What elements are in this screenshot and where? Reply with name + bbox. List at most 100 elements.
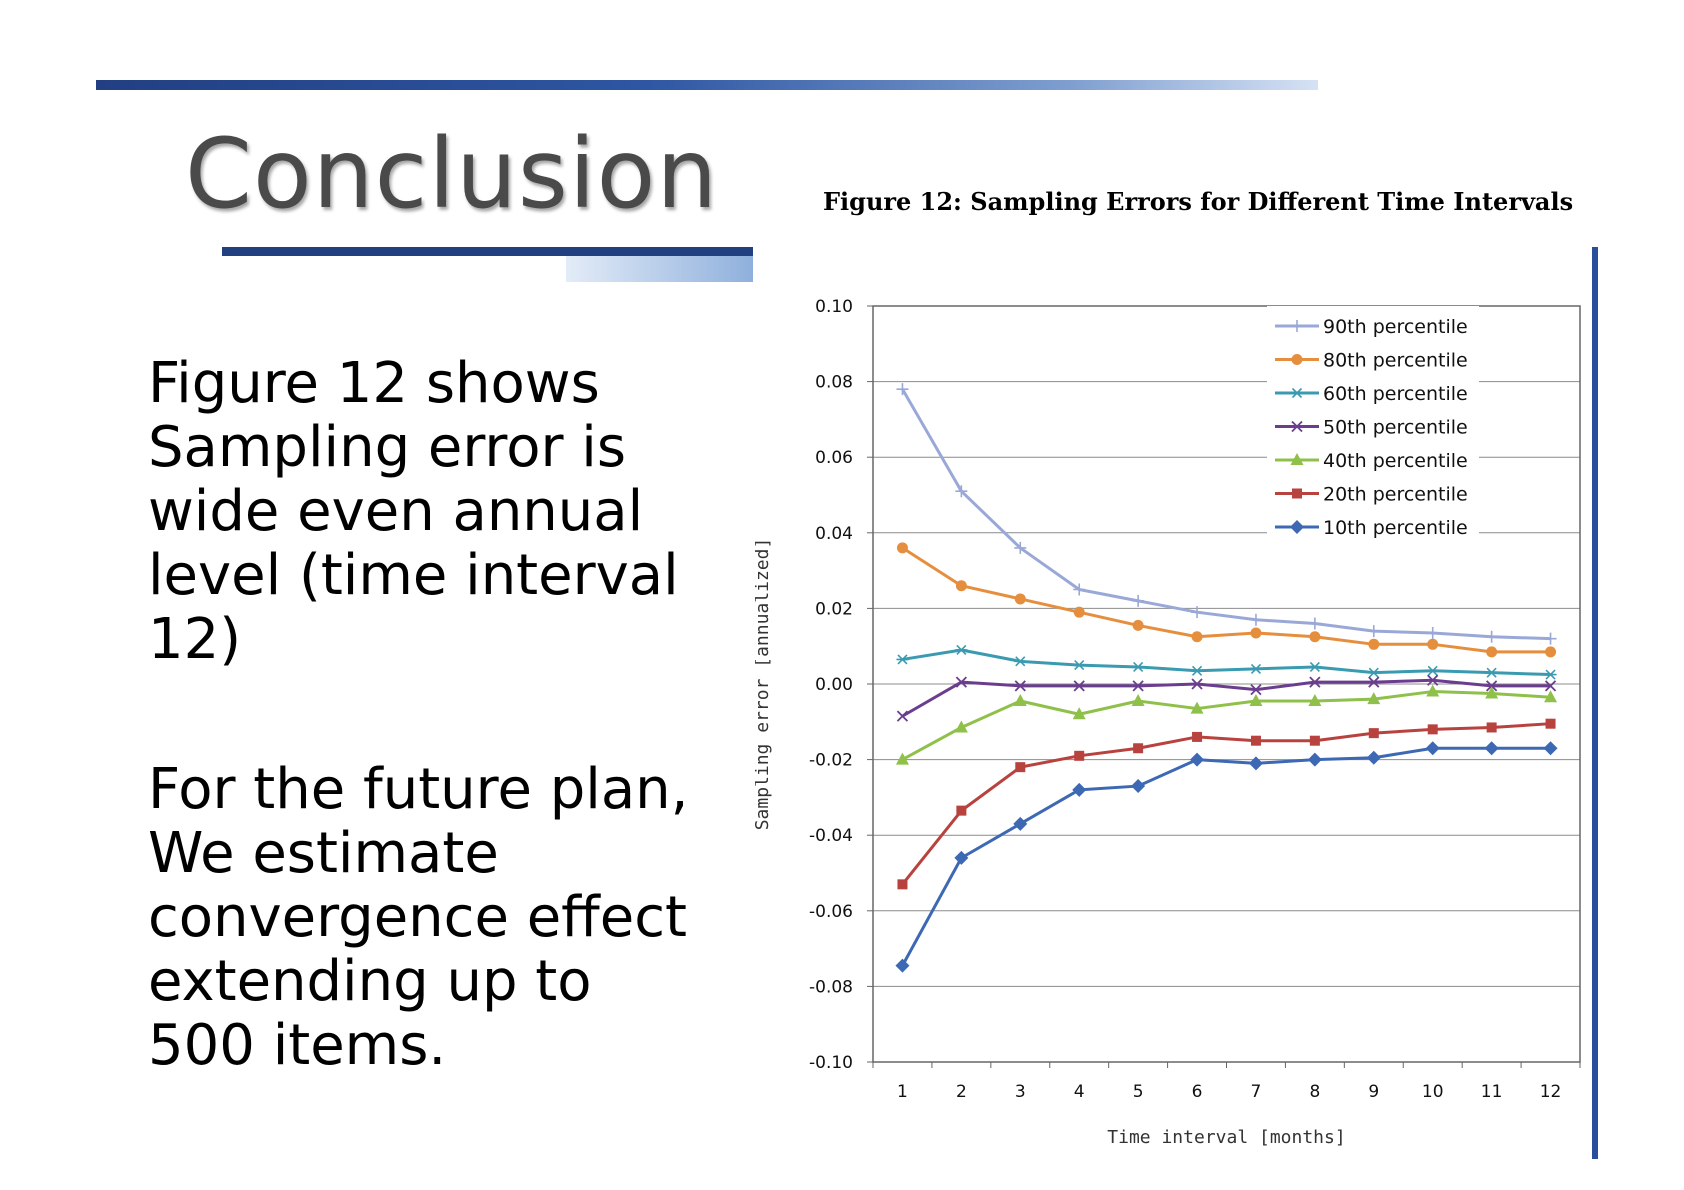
data-point [1427,638,1439,650]
chart-title: Figure 12: Sampling Errors for Different… [823,187,1573,216]
data-point [1248,756,1263,771]
text-line: Figure 12 shows [148,351,600,416]
data-point [1190,752,1205,767]
data-point [1073,680,1085,692]
text-line: level (time interval [148,543,679,608]
legend-marker [1291,320,1303,332]
data-point [1545,646,1557,658]
data-point [955,580,967,592]
x-tick-label: 5 [1133,1082,1144,1102]
data-point [1013,816,1028,831]
data-point [955,485,968,498]
y-tick-label: -0.04 [809,826,853,846]
legend-marker [1290,453,1304,465]
data-point [1544,669,1557,680]
legend-marker [1292,488,1302,499]
y-axis-label: Sampling error [annualized] [755,538,773,831]
data-point [955,644,968,656]
data-point [1544,680,1557,692]
data-point [895,958,910,973]
x-tick-label: 6 [1192,1082,1203,1102]
conclusion-paragraph: Figure 12 shows Sampling error is wide e… [148,352,728,672]
x-tick-label: 3 [1015,1082,1026,1102]
data-point [1426,665,1439,676]
data-point [1308,694,1322,707]
x-tick-label: 10 [1422,1082,1444,1102]
data-point [1015,762,1026,773]
data-point [1485,630,1498,643]
y-tick-label: 0.00 [815,675,853,695]
text-line: We estimate [148,821,499,886]
text-line: 500 items. [148,1013,447,1078]
data-point [897,879,908,890]
x-tick-label: 11 [1481,1082,1503,1102]
data-point [1191,665,1204,676]
data-point [1484,741,1499,756]
legend-label: 60th percentile [1323,383,1468,405]
x-tick-label: 12 [1540,1082,1562,1102]
y-tick-label: -0.10 [809,1053,853,1073]
title-underline-accent [566,256,753,282]
series-60th-percentile [896,644,1557,680]
text-line: convergence effect [148,885,687,950]
legend-item: 50th percentile [1275,417,1468,439]
series-line [901,388,1551,641]
data-point [896,710,909,722]
data-point [1249,694,1263,707]
data-point [896,542,908,554]
legend-item: 40th percentile [1275,450,1468,472]
data-point [954,850,969,865]
text-line: extending up to [148,949,592,1014]
text-line: 12) [148,607,242,672]
y-tick-label: -0.08 [809,977,853,997]
y-tick-label: -0.06 [809,902,853,922]
data-point [1014,680,1026,692]
data-point [1427,674,1439,686]
x-tick-label: 4 [1074,1082,1085,1102]
series-line [901,722,1551,886]
x-tick-label: 9 [1368,1082,1379,1102]
legend-label: 50th percentile [1323,417,1468,439]
y-axis-ticks: 0.10 0.08 0.06 0.04 0.02 0.00 -0.02 -0.04 -0.06 -… [809,297,873,1073]
data-point [1485,686,1499,699]
text-line: For the future plan, [148,757,689,822]
legend-label: 80th percentile [1323,350,1468,372]
data-point [1250,684,1262,696]
series-80th-percentile [896,542,1557,658]
data-point [1132,594,1145,607]
data-point [1367,667,1380,678]
data-point [1132,680,1144,692]
data-point [1309,735,1320,746]
data-point [1486,646,1498,658]
data-point [1132,661,1145,673]
data-point [1191,631,1203,643]
data-point [1426,684,1440,697]
data-point [1131,779,1146,794]
text-line: Sampling error is [148,415,627,480]
y-tick-label: 0.04 [815,524,853,544]
series-line [901,690,1551,761]
x-tick-label: 1 [897,1082,908,1102]
data-point [1132,619,1144,631]
x-tick-label: 2 [956,1082,967,1102]
y-tick-label: 0.08 [815,373,853,393]
data-point [1309,676,1321,688]
data-point [1073,660,1086,671]
series-line [902,648,1551,677]
data-point [1485,667,1498,678]
data-point [1367,692,1381,705]
data-point [895,752,909,765]
future-plan-paragraph: For the future plan, We estimate converg… [148,758,728,1078]
data-point [896,383,909,396]
legend-item: 20th percentile [1275,484,1468,506]
slide-title: Conclusion [185,118,719,230]
data-point [1013,694,1027,707]
legend-label: 20th percentile [1323,484,1468,506]
data-point [1427,724,1438,735]
data-point [1308,617,1321,630]
data-point [1544,690,1558,703]
data-point [1072,782,1087,797]
series-20th-percentile [897,718,1556,890]
header-rule [96,80,1318,90]
y-tick-label: 0.02 [815,599,853,619]
